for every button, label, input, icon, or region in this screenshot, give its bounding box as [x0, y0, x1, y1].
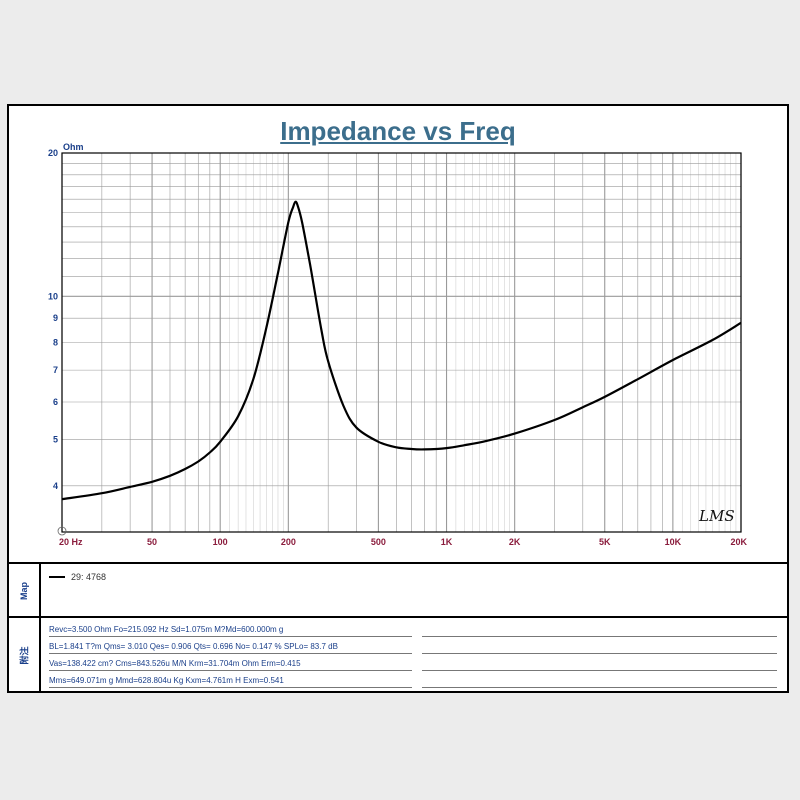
- y-tick-label: 5: [53, 435, 58, 445]
- note-blank-line: [422, 624, 777, 637]
- note-line-1: Revc=3.500 Ohm Fo=215.092 Hz Sd=1.075m M…: [49, 624, 412, 637]
- x-tick-label: 20 Hz: [59, 537, 83, 547]
- x-tick-label: 500: [371, 537, 386, 547]
- x-tick-label: 10K: [665, 537, 682, 547]
- note-line-4: Mms=649.071m g Mmd=628.804u Kg Kxm=4.761…: [49, 675, 412, 688]
- y-tick-label: 8: [53, 338, 58, 348]
- cursor-marker-icon: [57, 526, 67, 536]
- x-tick-label: 5K: [599, 537, 611, 547]
- y-tick-label: 6: [53, 397, 58, 407]
- note-blank-line: [422, 641, 777, 654]
- note-line-3: Vas=138.422 cm? Cms=843.526u M/N Krm=31.…: [49, 658, 412, 671]
- note-blank-line: [422, 658, 777, 671]
- note-blank-line: [422, 675, 777, 688]
- grid-lines: [61, 152, 742, 532]
- legend-entry: 29: 4768: [49, 572, 106, 582]
- legend-section: Map 29: 4768: [9, 562, 787, 618]
- x-tick-label: 100: [213, 537, 228, 547]
- chart-frame: Impedance vs Freq 20 10 9 8 7 6 5 4 20 Hz 50 100 20…: [7, 104, 789, 693]
- x-tick-label: 1K: [441, 537, 453, 547]
- notes-section: 附注 Revc=3.500 Ohm Fo=215.092 Hz Sd=1.075…: [9, 616, 787, 693]
- impedance-plot: 20 10 9 8 7 6 5 4 20 Hz 50 100 200 500 1K 2K 5K 10K 20K O…: [48, 142, 748, 547]
- y-tick-label: 10: [48, 291, 58, 301]
- y-tick-label: 9: [53, 313, 58, 323]
- y-tick-label: 20: [48, 148, 58, 158]
- x-tick-label: 20K: [730, 537, 747, 547]
- axes: 20 10 9 8 7 6 5 4 20 Hz 50 100 200 500 1K 2K 5K 10K 20K: [48, 148, 748, 547]
- legend-swatch: [49, 576, 65, 578]
- x-tick-label: 200: [281, 537, 296, 547]
- y-tick-label: 4: [53, 481, 58, 491]
- y-tick-label: 7: [53, 365, 58, 375]
- legend-section-label: Map: [9, 564, 41, 618]
- plot-border: [61, 152, 742, 533]
- x-tick-label: 50: [147, 537, 157, 547]
- notes-section-label: 附注: [9, 618, 41, 693]
- y-axis-label: Ohm: [63, 142, 84, 152]
- x-tick-label: 2K: [509, 537, 521, 547]
- chart-title: Impedance vs Freq: [280, 116, 516, 146]
- legend-entry-label: 29: 4768: [71, 572, 107, 582]
- note-line-2: BL=1.841 T?m Qms= 3.010 Qes= 0.906 Qts= …: [49, 641, 412, 654]
- curve-layer: [61, 200, 742, 501]
- lms-watermark: LMS: [698, 507, 735, 525]
- impedance-curve: [61, 200, 742, 501]
